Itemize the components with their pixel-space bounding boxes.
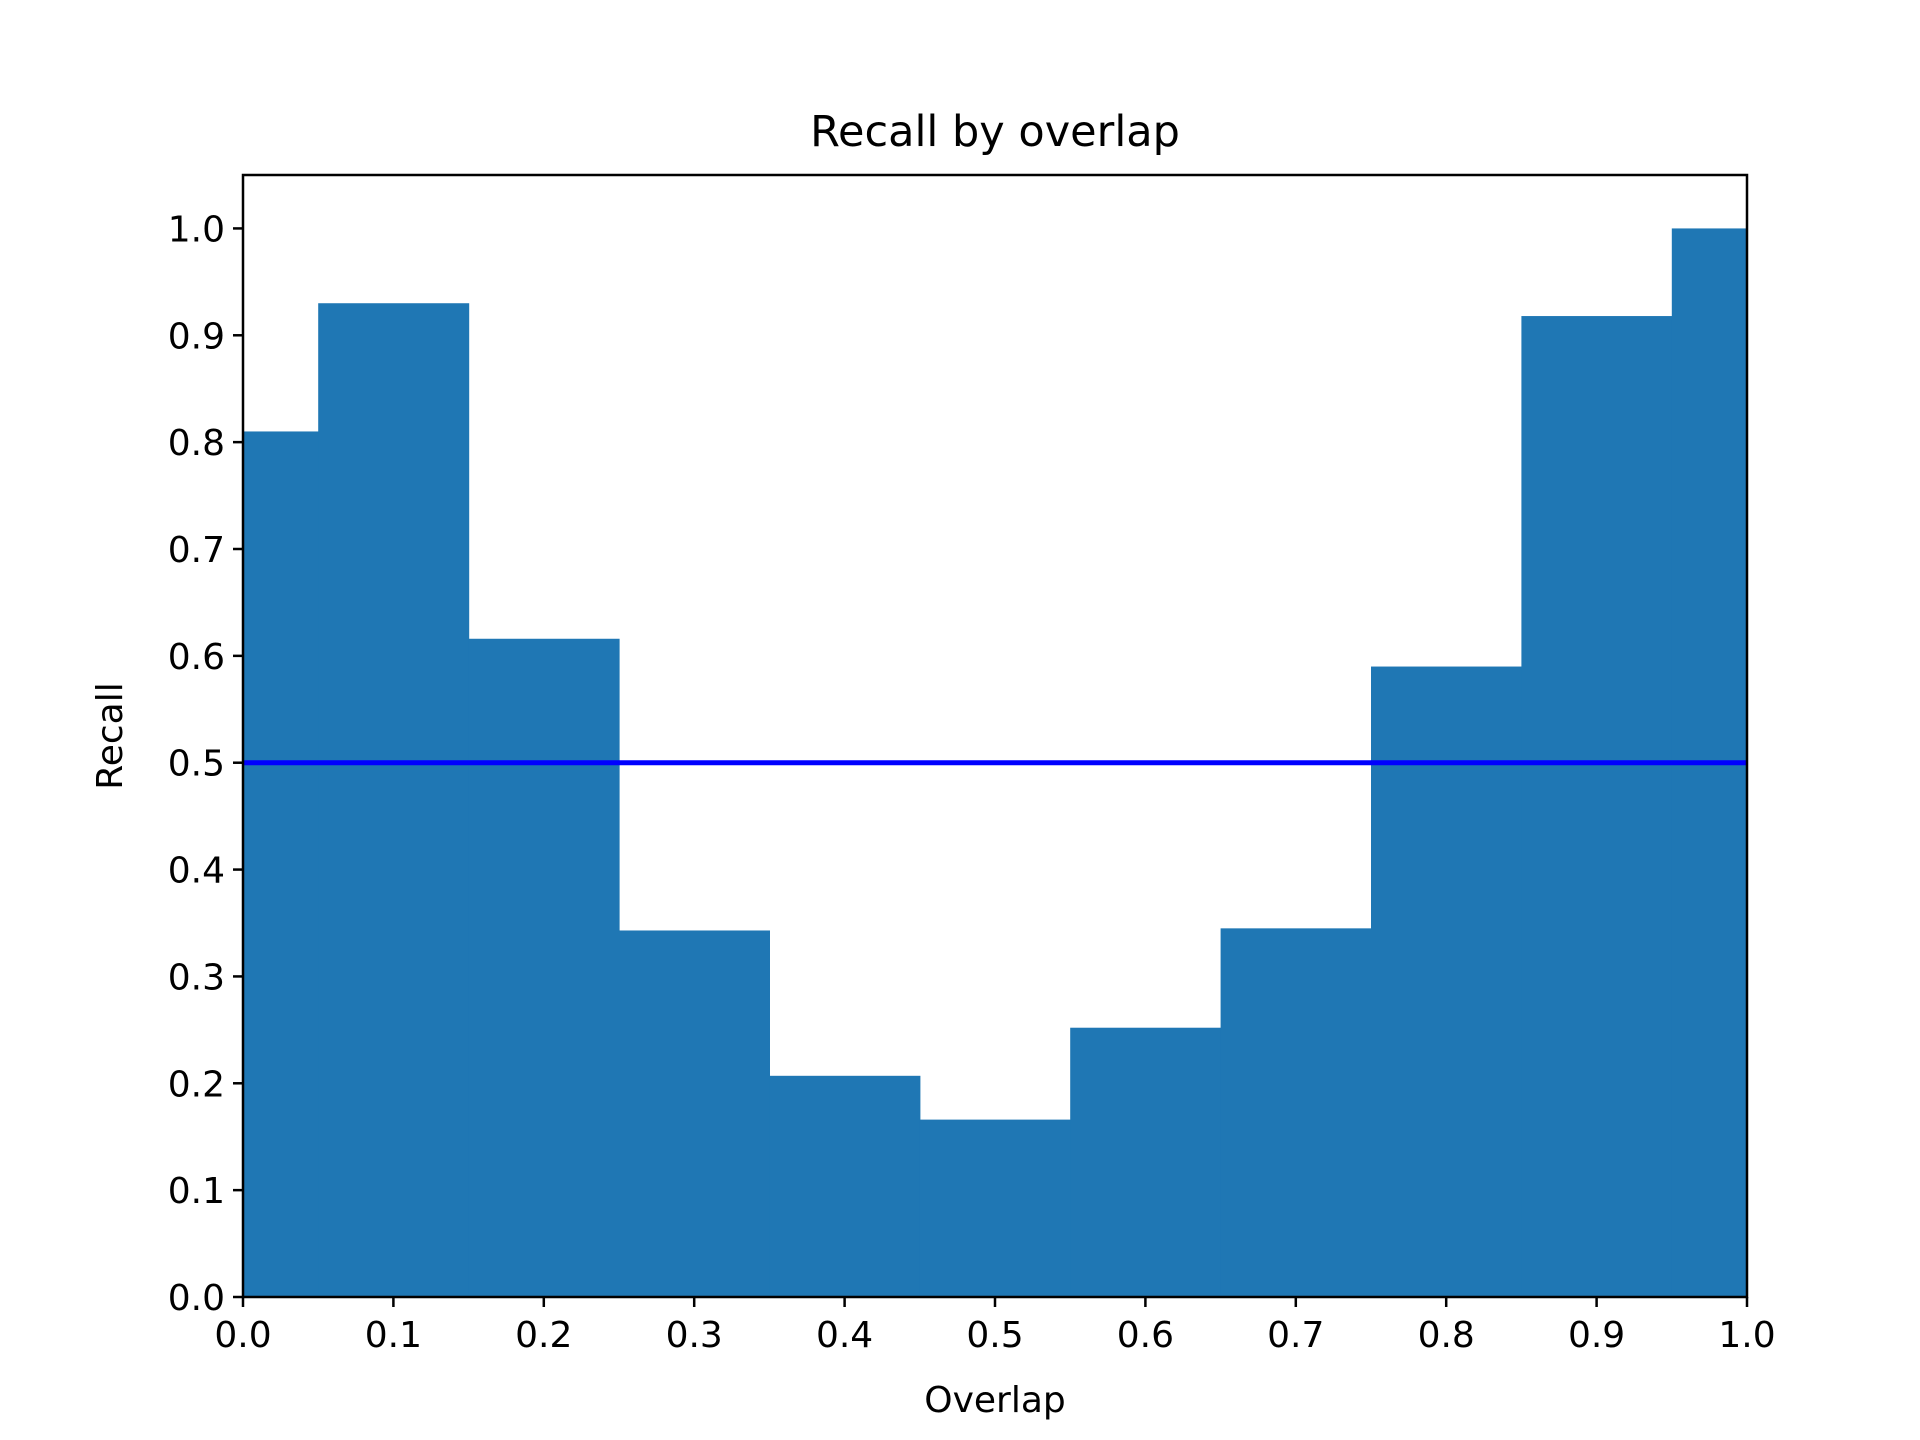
x-tick-label: 0.5 <box>966 1315 1023 1356</box>
y-axis-ticks: 0.0 0.1 0.2 0.3 0.4 0.5 0.6 0.7 0.8 0.9 1.0 <box>168 209 243 1319</box>
x-tick-label: 0.4 <box>816 1315 873 1356</box>
y-tick-label: 0.0 <box>168 1278 225 1319</box>
x-tick-label: 0.0 <box>214 1315 271 1356</box>
y-tick-label: 0.3 <box>168 957 225 998</box>
y-tick-label: 0.7 <box>168 530 225 571</box>
x-tick-label: 0.2 <box>515 1315 572 1356</box>
histogram-bar <box>468 638 620 1297</box>
y-tick-label: 0.8 <box>168 423 225 464</box>
histogram-bar <box>318 303 470 1297</box>
histogram-bar <box>1220 928 1372 1297</box>
chart-title: Recall by overlap <box>810 107 1180 157</box>
x-axis-ticks: 0.0 0.1 0.2 0.3 0.4 0.5 0.6 0.7 0.8 0.9 1.0 <box>214 1297 1776 1356</box>
y-tick-label: 0.4 <box>168 851 225 892</box>
y-tick-label: 0.6 <box>168 637 225 678</box>
x-tick-label: 1.0 <box>1718 1315 1775 1356</box>
x-tick-label: 0.1 <box>365 1315 422 1356</box>
y-tick-label: 0.5 <box>168 744 225 785</box>
histogram-bar <box>1521 316 1673 1298</box>
y-tick-label: 0.2 <box>168 1064 225 1105</box>
x-tick-label: 0.3 <box>666 1315 723 1356</box>
y-tick-label: 0.1 <box>168 1171 225 1212</box>
x-tick-label: 0.8 <box>1418 1315 1475 1356</box>
histogram-bar <box>919 1119 1071 1297</box>
y-axis-label: Recall <box>90 682 131 789</box>
x-tick-label: 0.9 <box>1568 1315 1625 1356</box>
histogram-bar <box>1371 666 1522 1297</box>
histogram-bar <box>243 431 319 1297</box>
x-axis-label: Overlap <box>924 1380 1066 1421</box>
histogram-bar <box>1070 1027 1222 1297</box>
x-tick-label: 0.6 <box>1117 1315 1174 1356</box>
y-tick-label: 0.9 <box>168 316 225 357</box>
x-tick-label: 0.7 <box>1267 1315 1324 1356</box>
histogram-bar <box>769 1075 921 1297</box>
histogram-bar <box>619 930 770 1297</box>
y-tick-label: 1.0 <box>168 209 225 250</box>
